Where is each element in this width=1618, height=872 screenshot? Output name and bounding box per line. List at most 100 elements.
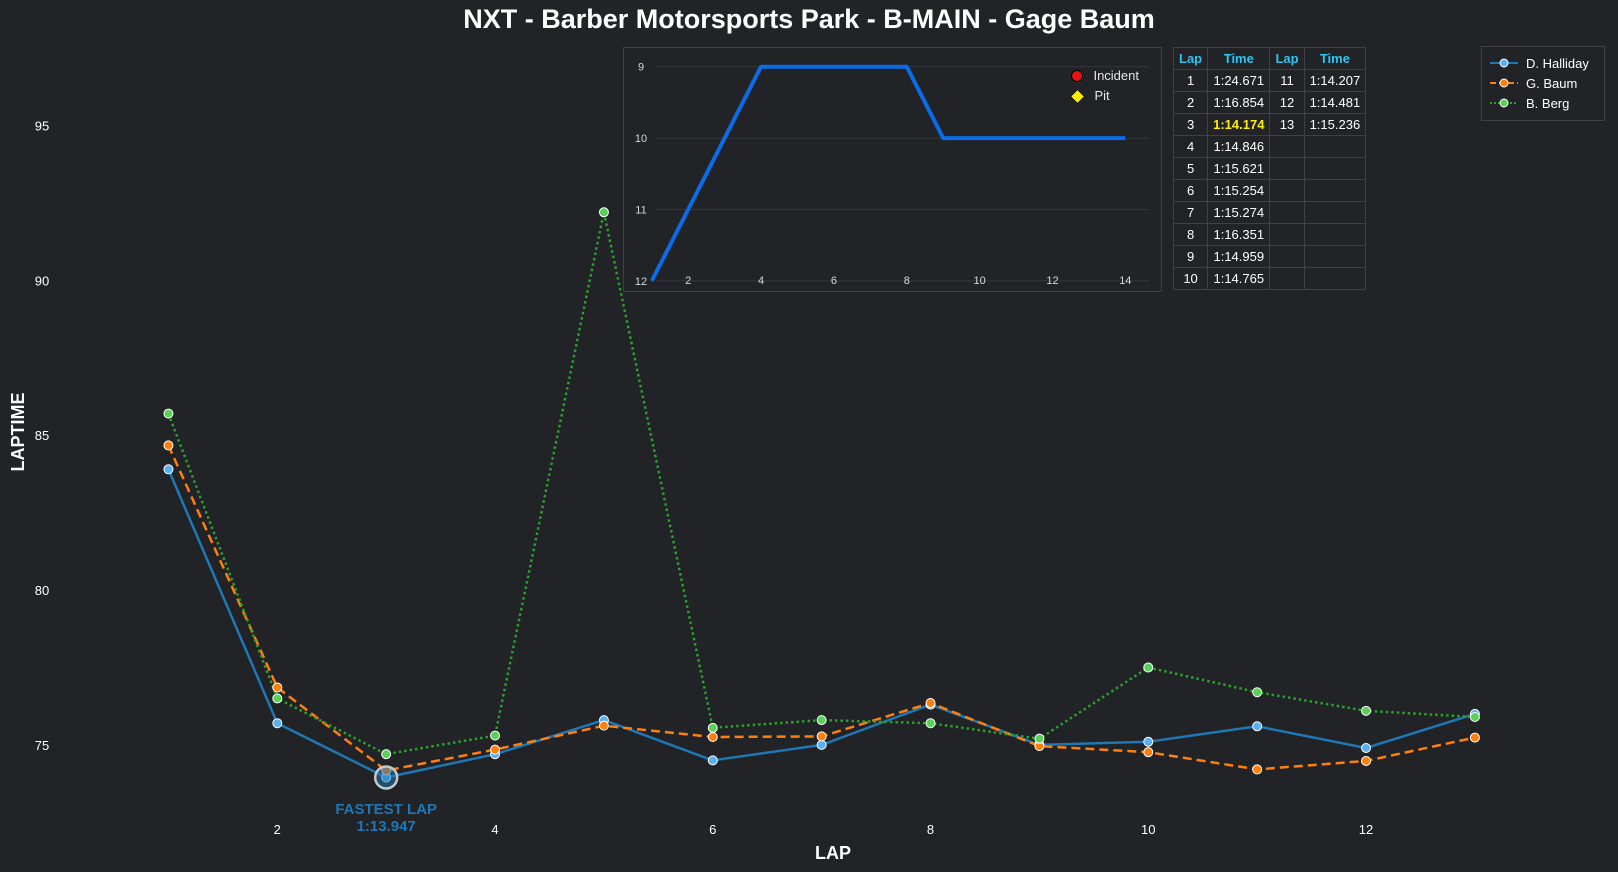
data-point xyxy=(1252,764,1263,775)
lap-table-row: 1 1:24.671 11 1:14.207 xyxy=(1172,69,1367,92)
y-tick-label: 95 xyxy=(35,119,49,134)
data-point xyxy=(1143,747,1154,758)
legend-line-dashed-icon xyxy=(1490,78,1518,88)
lap-number-cell xyxy=(1269,201,1305,224)
lap-time-cell: 1:14.846 xyxy=(1207,135,1271,158)
data-point xyxy=(272,693,283,704)
lap-time-cell: 1:24.671 xyxy=(1207,69,1271,92)
y-tick-label: 90 xyxy=(35,273,49,288)
legend-line-solid-icon xyxy=(1490,58,1518,68)
lap-table-header-time: Time xyxy=(1303,47,1367,70)
x-tick-label: 8 xyxy=(927,822,934,837)
data-point xyxy=(490,744,501,755)
lap-number-cell xyxy=(1269,267,1305,290)
series-line xyxy=(167,468,1476,779)
lap-table-row: 6 1:15.254 xyxy=(1172,179,1367,202)
x-axis-label: LAP xyxy=(815,843,851,863)
inset-x-tick-label: 12 xyxy=(1046,275,1058,287)
y-tick-label: 80 xyxy=(35,583,49,598)
x-tick-label: 2 xyxy=(274,822,281,837)
lap-table-header-row: Lap Time Lap Time xyxy=(1172,47,1367,70)
series-line xyxy=(167,211,1475,756)
data-point xyxy=(598,207,609,218)
lap-time-cell xyxy=(1303,179,1367,202)
data-point xyxy=(816,731,827,742)
lap-time-cell: 1:14.481 xyxy=(1303,91,1367,114)
lap-time-cell xyxy=(1303,267,1367,290)
lap-number-cell: 2 xyxy=(1172,91,1209,114)
inset-y-tick-label: 10 xyxy=(635,133,647,145)
y-tick-label: 85 xyxy=(35,428,49,443)
data-point xyxy=(1469,732,1480,743)
lap-table-row: 7 1:15.274 xyxy=(1172,201,1367,224)
data-point xyxy=(163,440,174,451)
lap-number-cell xyxy=(1269,179,1305,202)
lap-time-cell: 1:15.274 xyxy=(1207,201,1271,224)
lap-time-cell: 1:14.207 xyxy=(1303,69,1367,92)
inset-x-tick-label: 8 xyxy=(904,275,910,287)
lap-time-cell: 1:14.174 xyxy=(1207,113,1271,136)
lap-number-cell: 13 xyxy=(1269,113,1305,136)
inset-y-tick-label: 9 xyxy=(638,62,644,74)
legend-item-halliday: D. Halliday xyxy=(1490,53,1604,73)
lap-time-cell xyxy=(1303,135,1367,158)
data-point xyxy=(1034,733,1045,744)
data-point xyxy=(598,720,609,731)
data-point xyxy=(163,464,174,475)
inset-legend-pit: Pit xyxy=(1070,86,1139,106)
lap-table-row: 5 1:15.621 xyxy=(1172,157,1367,180)
lap-table-row: 2 1:16.854 12 1:14.481 xyxy=(1172,91,1367,114)
legend-item-baum: G. Baum xyxy=(1490,73,1604,93)
lap-number-cell: 7 xyxy=(1172,201,1209,224)
lap-number-cell: 9 xyxy=(1172,245,1209,268)
x-tick-label: 10 xyxy=(1141,822,1155,837)
lap-time-cell xyxy=(1303,157,1367,180)
inset-y-tick-label: 12 xyxy=(635,276,647,288)
inset-y-tick-label: 11 xyxy=(635,204,646,216)
lap-number-cell: 10 xyxy=(1172,267,1209,290)
lap-time-cell: 1:15.254 xyxy=(1207,179,1271,202)
inset-legend: Incident Pit xyxy=(1070,66,1139,106)
data-point xyxy=(925,698,936,709)
data-point xyxy=(163,408,174,419)
lap-number-cell: 5 xyxy=(1172,157,1209,180)
data-point xyxy=(707,722,718,733)
y-axis-label: LAPTIME xyxy=(8,393,28,472)
position-inset-panel: 9 10 11 12 2 4 6 8 10 12 14 Incident Pit xyxy=(623,47,1162,292)
data-point xyxy=(381,749,392,760)
fastest-lap-time: 1:13.947 xyxy=(357,818,416,835)
lap-number-cell xyxy=(1269,157,1305,180)
data-point xyxy=(490,730,501,741)
data-point xyxy=(1252,721,1263,732)
inset-x-tick-label: 6 xyxy=(831,275,837,287)
x-tick-label: 4 xyxy=(491,822,498,837)
inset-x-tick-label: 10 xyxy=(973,275,985,287)
lap-table-row: 9 1:14.959 xyxy=(1172,245,1367,268)
legend-label: B. Berg xyxy=(1526,95,1570,111)
lap-time-cell: 1:14.765 xyxy=(1207,267,1271,290)
inset-legend-incident: Incident xyxy=(1071,66,1139,86)
legend-item-berg: B. Berg xyxy=(1490,93,1604,113)
lap-number-cell: 11 xyxy=(1269,69,1305,92)
inset-legend-incident-label: Incident xyxy=(1093,68,1139,83)
legend-line-dotted-icon xyxy=(1490,98,1518,108)
position-inset-chart: 9 10 11 12 2 4 6 8 10 12 14 xyxy=(635,62,1149,288)
lap-table-row: 8 1:16.351 xyxy=(1172,223,1367,246)
lap-number-cell: 4 xyxy=(1172,135,1209,158)
data-point xyxy=(816,739,827,750)
driver-legend: D. Halliday G. Baum B. Berg xyxy=(1481,46,1605,121)
legend-label: G. Baum xyxy=(1526,75,1578,91)
lap-table-row: 4 1:14.846 xyxy=(1172,135,1367,158)
lap-number-cell: 1 xyxy=(1172,69,1209,92)
lap-number-cell xyxy=(1269,135,1305,158)
inset-legend-pit-label: Pit xyxy=(1094,88,1110,103)
lap-number-cell xyxy=(1269,223,1305,246)
data-point xyxy=(1143,662,1154,673)
lap-time-cell: 1:14.959 xyxy=(1207,245,1271,268)
x-tick-label: 6 xyxy=(709,822,716,837)
lap-table-row: 10 1:14.765 xyxy=(1172,267,1367,290)
lap-times-table: Lap Time Lap Time 1 1:24.671 11 1:14.207 2 1:… xyxy=(1172,47,1367,290)
lap-time-cell: 1:16.351 xyxy=(1207,223,1271,246)
lap-time-cell xyxy=(1303,201,1367,224)
